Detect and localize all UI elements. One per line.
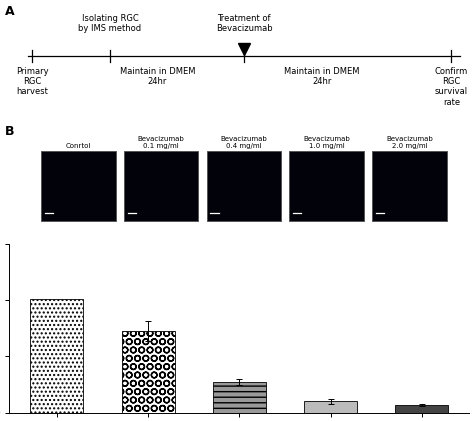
Bar	[41, 152, 116, 221]
Bar	[304, 401, 357, 413]
Text: Maintain in DMEM
24hr: Maintain in DMEM 24hr	[120, 67, 195, 86]
Bar	[213, 382, 266, 413]
Text: Isolating RGC
by IMS method: Isolating RGC by IMS method	[78, 14, 142, 33]
Text: Confirm
RGC
survival
rate: Confirm RGC survival rate	[435, 67, 468, 107]
Text: Treatment of
Bevacizumab: Treatment of Bevacizumab	[216, 14, 272, 33]
Bar	[124, 152, 199, 221]
Text: Conrtol: Conrtol	[66, 142, 91, 149]
Bar	[395, 405, 448, 413]
Text: Bevacizumab
0.1 mg/ml: Bevacizumab 0.1 mg/ml	[138, 136, 184, 149]
Text: A: A	[5, 5, 15, 18]
Bar	[207, 152, 281, 221]
Bar	[30, 299, 83, 413]
Text: Primary
RGC
harvest: Primary RGC harvest	[16, 67, 48, 96]
Bar	[122, 330, 174, 413]
Text: B: B	[5, 125, 14, 138]
Text: Bevacizumab
1.0 mg/ml: Bevacizumab 1.0 mg/ml	[303, 136, 350, 149]
Bar	[290, 152, 364, 221]
Text: Bevacizumab
0.4 mg/ml: Bevacizumab 0.4 mg/ml	[220, 136, 267, 149]
Text: Maintain in DMEM
24hr: Maintain in DMEM 24hr	[284, 67, 359, 86]
Bar	[372, 152, 447, 221]
Text: Bevacizumab
2.0 mg/ml: Bevacizumab 2.0 mg/ml	[386, 136, 433, 149]
